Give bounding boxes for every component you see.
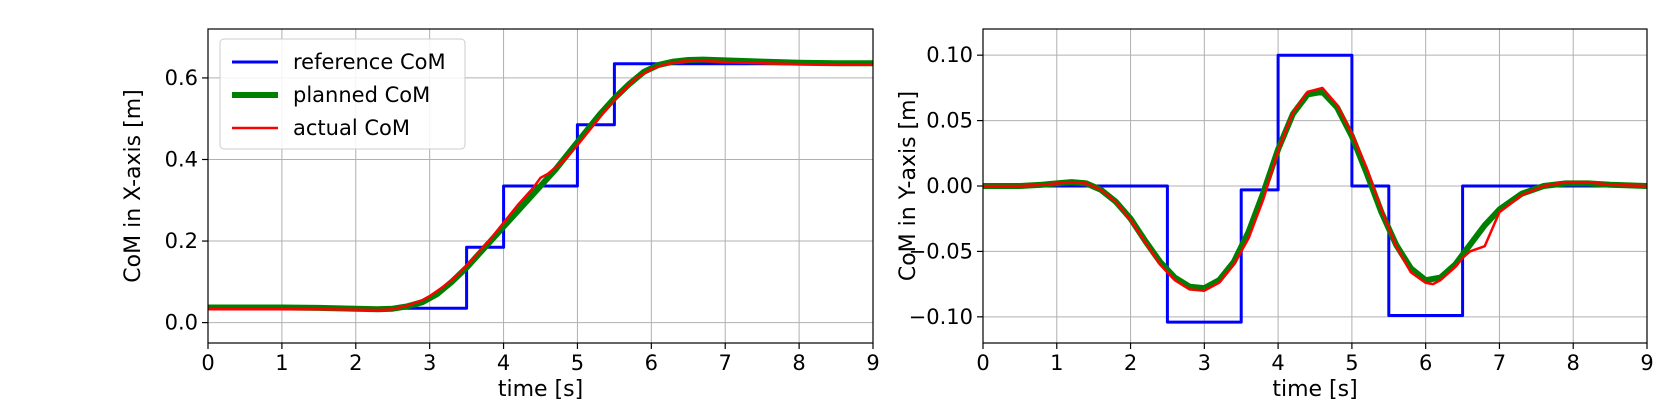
- y-tick-label: 0.10: [926, 43, 973, 67]
- x-tick-label: 6: [645, 351, 658, 375]
- y-tick-label: 0.0: [165, 311, 198, 335]
- series-group: [983, 53, 1647, 324]
- x-tick-label: 5: [571, 351, 584, 375]
- legend-label: planned CoM: [293, 83, 430, 107]
- series-line-reference-com: [983, 53, 1647, 324]
- series-group: [208, 56, 873, 313]
- x-tick-label: 9: [1640, 351, 1653, 375]
- y-tick-label: 0.6: [165, 66, 198, 90]
- x-tick-label: 8: [792, 351, 805, 375]
- x-tick-label: 1: [1050, 351, 1063, 375]
- series-line-actual-com: [208, 59, 873, 312]
- legend: reference CoM planned CoM actual CoM: [219, 38, 466, 150]
- x-axis-label: time [s]: [1272, 377, 1357, 402]
- x-tick-label: 5: [1345, 351, 1358, 375]
- x-tick-label: 7: [719, 351, 732, 375]
- x-tick-label: 2: [1124, 351, 1137, 375]
- y-tick-label: 0.00: [926, 174, 973, 198]
- chart-x-axis-com: 0 1 2 3 4 5 6 7 8 9 0.0 0.2 0.4 0.6 time [s] CoM in X-a…: [121, 28, 880, 402]
- x-tick-label: 0: [976, 351, 989, 375]
- x-tick-label: 3: [423, 351, 436, 375]
- y-axis-label: CoM in Y-axis [m]: [896, 91, 921, 281]
- y-tick-label: 0.05: [926, 109, 973, 133]
- series-line-actual-com: [983, 86, 1647, 292]
- x-tick-label: 7: [1493, 351, 1506, 375]
- legend-label: actual CoM: [293, 116, 410, 140]
- y-tick-label: 0.4: [165, 147, 198, 171]
- legend-label: reference CoM: [293, 50, 446, 74]
- legend-box: [219, 38, 466, 150]
- x-tick-label: 6: [1419, 351, 1432, 375]
- y-tick-label: −0.10: [909, 305, 973, 329]
- x-tick-label: 1: [275, 351, 288, 375]
- x-tick-label: 4: [1271, 351, 1284, 375]
- plot-frame: [207, 28, 874, 344]
- x-tick-label: 8: [1567, 351, 1580, 375]
- x-tick-label: 9: [866, 351, 879, 375]
- chart-y-axis-com: 0 1 2 3 4 5 6 7 8 9 0.10 0.05 0.00 −0.05 −0.10 time [s]…: [896, 28, 1654, 402]
- x-tick-label: 0: [201, 351, 214, 375]
- y-tick-label: 0.2: [165, 229, 198, 253]
- series-line-planned-com: [983, 88, 1647, 292]
- y-axis-label: CoM in X-axis [m]: [121, 89, 146, 282]
- x-axis-label: time [s]: [498, 377, 583, 402]
- x-tick-label: 3: [1198, 351, 1211, 375]
- x-tick-label: 4: [497, 351, 510, 375]
- x-tick-label: 2: [349, 351, 362, 375]
- y-tick-label: −0.05: [909, 239, 973, 263]
